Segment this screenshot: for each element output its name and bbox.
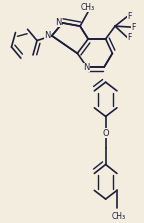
Text: F: F [127,33,131,42]
Text: N: N [84,63,90,72]
Text: CH₃: CH₃ [111,212,125,221]
Text: CH₃: CH₃ [81,3,95,12]
Text: O: O [102,129,109,138]
Text: N: N [55,18,61,27]
Text: F: F [131,23,136,32]
Text: F: F [127,12,131,21]
Text: N: N [44,31,51,40]
